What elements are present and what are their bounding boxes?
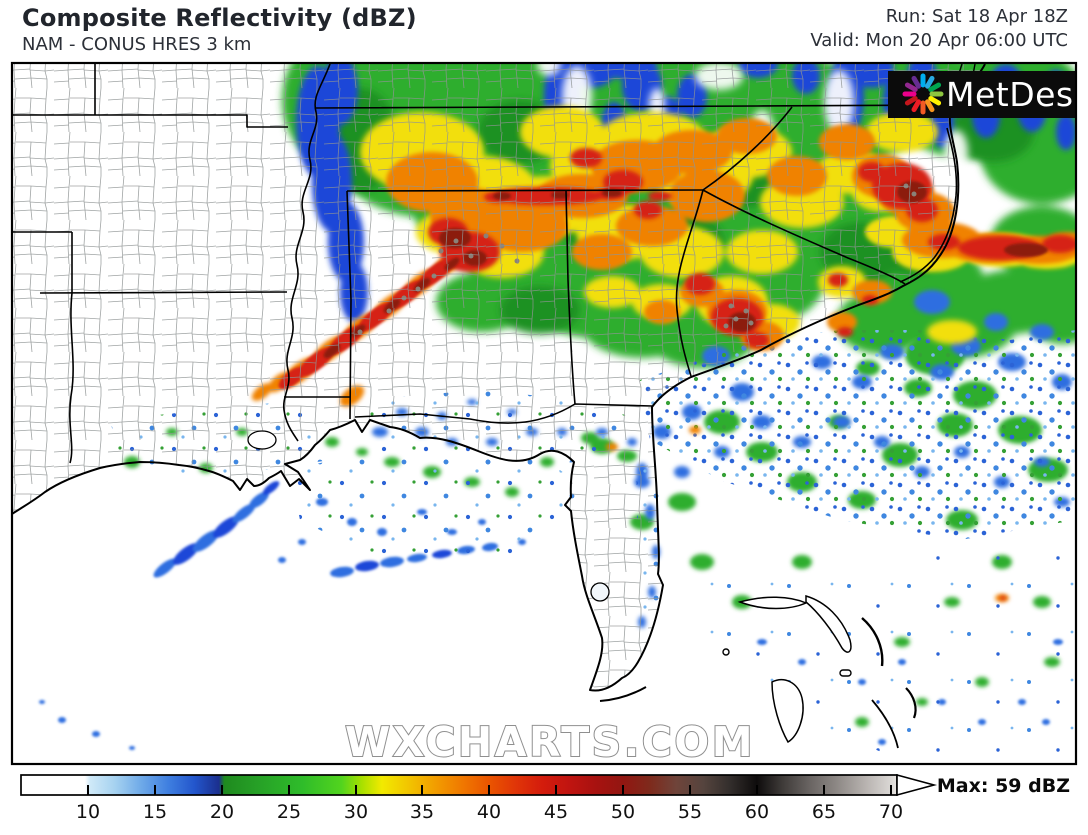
colorbar-tick-label: 60 [745, 801, 769, 823]
colorbar-tick-label: 45 [544, 801, 568, 823]
county-grid [13, 64, 985, 691]
colorbar-tick-label: 40 [477, 801, 501, 823]
metdesk-logo: MetDesk [888, 71, 1088, 118]
page-title: Composite Reflectivity (dBZ) [22, 4, 417, 32]
pinwheel-icon [902, 73, 944, 115]
max-value-label: Max: 59 dBZ [937, 775, 1070, 797]
map-frame [10, 61, 1078, 766]
header: Composite Reflectivity (dBZ) NAM - CONUS… [0, 0, 1088, 62]
model-subtitle: NAM - CONUS HRES 3 km [22, 34, 252, 55]
lakes [247, 430, 610, 602]
colorbar-ticks [87, 785, 892, 795]
watermark: WXCHARTS.COM [345, 718, 755, 766]
colorbar-tick-label: 10 [76, 801, 100, 823]
colorbar-labels: 10 15 20 25 30 35 40 45 50 55 60 65 70 [76, 801, 903, 823]
colorbar-tick-label: 35 [410, 801, 434, 823]
bahamas-islands [722, 594, 917, 749]
colorbar-tick-label: 50 [611, 801, 635, 823]
colorbar-tick-label: 65 [812, 801, 836, 823]
colorbar-tick-label: 30 [344, 801, 368, 823]
colorbar-tick-label: 70 [879, 801, 903, 823]
colorbar-tick-label: 20 [210, 801, 234, 823]
colorbar-tick-label: 25 [277, 801, 301, 823]
colorbar-tick-label: 55 [678, 801, 702, 823]
coastline [13, 64, 986, 692]
colorbar-tick-label: 15 [143, 801, 167, 823]
state-borders [13, 64, 946, 464]
colorbar: 10 15 20 25 30 35 40 45 50 55 60 65 70 M… [20, 773, 1070, 823]
metdesk-logo-text: MetDesk [946, 75, 1088, 114]
run-valid-info: Run: Sat 18 Apr 18Z Valid: Mon 20 Apr 06… [810, 5, 1068, 54]
colorbar-gradient [20, 774, 898, 796]
colorbar-arrow [896, 773, 938, 797]
run-timestamp: Run: Sat 18 Apr 18Z [885, 6, 1068, 27]
valid-timestamp: Valid: Mon 20 Apr 06:00 UTC [810, 30, 1068, 52]
